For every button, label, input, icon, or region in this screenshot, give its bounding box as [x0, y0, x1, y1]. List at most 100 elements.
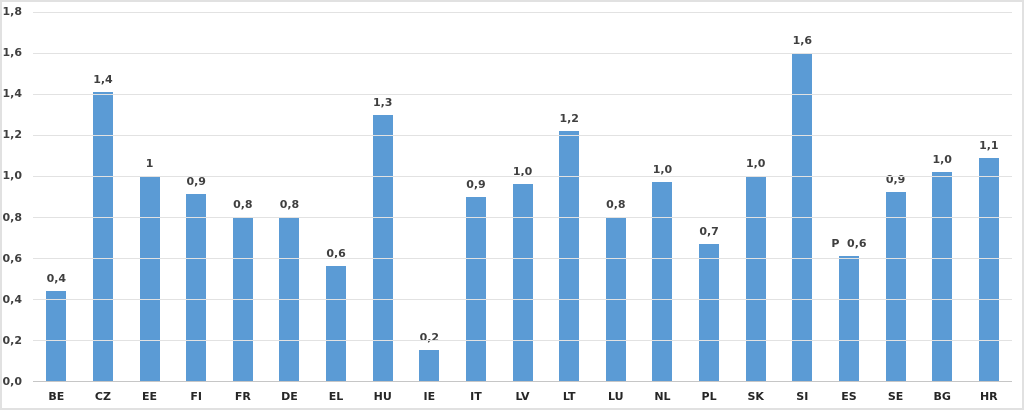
x-axis-category-label: BG — [933, 390, 951, 403]
bar-group-ee: 1 EE — [126, 12, 173, 403]
gridline — [33, 53, 1012, 54]
x-axis-category-label: HU — [373, 390, 392, 403]
x-axis-category-label: SK — [747, 390, 764, 403]
bar-group-be: 0,4 BE — [33, 12, 80, 403]
plot-area: 0,4 BE 1,4 CZ 1 EE 0,9 FI 0,8 FR 0,8 DE 0,6 EL 1,3 HU 0,… — [33, 12, 1013, 403]
x-axis-category-label: IE — [423, 390, 436, 403]
bar-value-label: 1,0 — [512, 165, 533, 179]
y-axis-tick-label: 0,6 — [2, 251, 23, 265]
bar-value-label: 1,0 — [652, 163, 673, 177]
gridline — [33, 176, 1012, 177]
bar-value-label: 0,8 — [606, 198, 626, 212]
bar-group-hu: 1,3 HU — [359, 12, 406, 403]
x-axis-category-label: BE — [48, 390, 65, 403]
bar-group-lt: 1,2 LT — [546, 12, 593, 403]
bar-value-label: 1,0 — [745, 157, 766, 170]
x-axis-category-label: FI — [190, 390, 202, 403]
gridline — [33, 94, 1012, 95]
y-axis-tick-label: 1,0 — [2, 169, 23, 183]
bar-value-label: P 0,6 — [831, 236, 867, 250]
bar-value-label: 0,4 — [46, 271, 67, 285]
bar-se — [885, 192, 906, 381]
bar-value-label: 1 — [145, 157, 154, 170]
x-axis-category-label: DE — [281, 390, 298, 403]
y-axis-tick-label: 1,2 — [2, 128, 23, 142]
bar-group-lv: 1,0 LV — [499, 12, 546, 403]
y-axis: 1,8 1,6 1,4 1,2 1,0 0,8 0,6 0,4 0,2 0,0 — [2, 5, 23, 388]
bar-value-label: 0,9 — [186, 175, 206, 189]
gridline — [33, 299, 1012, 300]
bar-group-pl: 0,7 PL — [686, 12, 733, 403]
x-axis-category-label: PL — [701, 390, 717, 403]
x-axis-category-label: ES — [841, 390, 857, 403]
bar-value-label: 0,7 — [699, 224, 719, 238]
bar-be — [46, 290, 67, 381]
bars-container: 0,4 BE 1,4 CZ 1 EE 0,9 FI 0,8 FR 0,8 DE 0,6 EL 1,3 HU 0,… — [33, 12, 1013, 403]
bar-es — [838, 255, 859, 381]
bar-value-label: 1,4 — [93, 72, 113, 86]
gridline — [33, 135, 1012, 136]
bar-value-label: 0,6 — [326, 247, 346, 261]
bar-sk — [745, 176, 766, 381]
bar-nl — [652, 182, 673, 381]
x-axis-category-label: CZ — [94, 390, 111, 403]
bar-group-it: 0,9 IT — [453, 12, 500, 403]
bar-el — [326, 266, 347, 381]
bar-group-cz: 1,4 CZ — [80, 12, 127, 403]
bar-group-si: 1,6 SI — [779, 12, 826, 403]
bar-group-fr: 0,8 FR — [220, 12, 267, 403]
bar-group-es: P 0,6 ES — [826, 12, 873, 403]
bar-value-label: 1,0 — [932, 152, 952, 166]
bar-value-label: 0,9 — [466, 177, 486, 191]
x-axis-category-label: SI — [796, 390, 809, 403]
x-axis-category-label: LV — [515, 390, 530, 403]
bar-value-label: 1,6 — [792, 34, 813, 48]
bar-value-label: 1,3 — [372, 95, 393, 109]
bar-ie — [419, 350, 440, 381]
x-axis-category-label: FR — [234, 390, 251, 403]
y-axis-tick-label: 1,4 — [2, 87, 23, 101]
bar-lt — [559, 130, 580, 381]
x-axis-category-label: HR — [979, 390, 998, 403]
bar-value-label: 1,1 — [979, 138, 999, 152]
y-axis-tick-label: 0,4 — [2, 292, 23, 306]
bar-value-label: 1,2 — [559, 111, 579, 125]
bar-fi — [186, 194, 207, 381]
gridline — [33, 12, 1012, 13]
bar-value-label: 0,2 — [419, 331, 440, 345]
x-axis-category-label: IT — [470, 390, 482, 403]
x-axis-category-label: LT — [562, 390, 576, 403]
gridline — [33, 217, 1012, 218]
gridline — [33, 340, 1012, 341]
x-axis-category-label: EL — [328, 390, 344, 403]
bar-group-sk: 1,0 SK — [732, 12, 779, 403]
x-axis-category-label: SE — [887, 390, 904, 403]
bar-group-hr: 1,1 HR — [966, 12, 1013, 403]
x-axis-category-label: LU — [608, 390, 624, 403]
bar-group-nl: 1,0 NL — [639, 12, 686, 403]
bar-group-se: 0,9 SE — [872, 12, 919, 403]
bar-value-label: 0,8 — [233, 198, 253, 212]
y-axis-tick-label: 1,8 — [2, 5, 23, 18]
bar-group-bg: 1,0 BG — [919, 12, 966, 403]
y-axis-tick-label: 0,2 — [2, 333, 23, 347]
bar-value-label: 0,8 — [279, 198, 300, 212]
bar-lv — [512, 184, 533, 381]
x-axis-category-label: NL — [654, 390, 671, 403]
bar-pl — [699, 243, 720, 381]
bar-group-el: 0,6 EL — [313, 12, 360, 403]
bar-it — [465, 196, 486, 381]
bar-group-ie: 0,2 IE — [406, 12, 453, 403]
bar-group-lu: 0,8 LU — [593, 12, 640, 403]
bar-bg — [932, 171, 953, 381]
bar-group-fi: 0,9 FI — [173, 12, 220, 403]
y-axis-tick-label: 1,6 — [2, 46, 23, 60]
gridline — [33, 258, 1012, 259]
y-axis-tick-label: 0,0 — [2, 375, 23, 388]
bar-group-de: 0,8 DE — [266, 12, 313, 403]
bar-ee — [139, 176, 160, 381]
y-axis-tick-label: 0,8 — [2, 210, 23, 224]
bar-hr — [978, 157, 999, 381]
bar-hu — [372, 114, 393, 381]
